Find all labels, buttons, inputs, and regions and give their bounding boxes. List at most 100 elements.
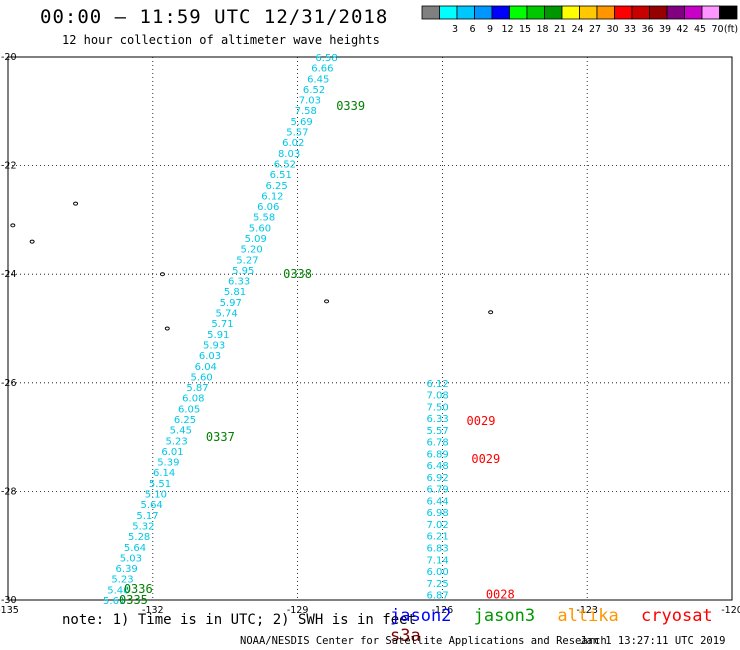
wave-height-value: 6.12 <box>426 379 448 390</box>
wave-height-value: 6.00 <box>426 567 448 578</box>
legend-label: 15 <box>519 24 531 35</box>
wave-height-value: 6.14 <box>153 468 175 479</box>
wave-height-value: 7.58 <box>295 106 317 117</box>
wave-height-value: 7.14 <box>426 555 448 566</box>
wave-height-value: 5.27 <box>236 255 258 266</box>
wave-height-value: 5.03 <box>120 553 142 564</box>
wave-height-value: 6.02 <box>282 138 304 149</box>
wave-height-value: 5.39 <box>157 458 179 469</box>
pass-time-label: 0337 <box>206 430 235 444</box>
wave-height-value: 5.20 <box>240 245 262 256</box>
wave-height-value: 6.25 <box>174 415 196 426</box>
legend-label: 24 <box>571 24 583 35</box>
map-frame <box>7 56 733 601</box>
wave-height-value: 6.51 <box>270 170 292 181</box>
wave-height-value: 6.79 <box>426 485 448 496</box>
wave-height-value: 6.25 <box>265 181 287 192</box>
units-note: note: 1) Time is in UTC; 2) SWH is in fe… <box>62 612 417 628</box>
lat-tick-label: -30 <box>1 595 17 606</box>
legend-label: 33 <box>624 24 636 35</box>
wave-height-value: 7.08 <box>426 391 448 402</box>
wave-height-value: 6.12 <box>261 191 283 202</box>
legend-label: 3 <box>452 24 458 35</box>
wave-height-value: 6.03 <box>199 351 221 362</box>
legend-label: 9 <box>487 24 493 35</box>
wave-height-value: 5.57 <box>286 128 308 139</box>
wave-height-value: 5.58 <box>253 213 275 224</box>
wave-height-value: 5.23 <box>111 575 133 586</box>
pass-time-label: 0029 <box>471 452 500 466</box>
wave-height-value: 5.97 <box>220 298 242 309</box>
wave-height-value: 5.64 <box>141 500 163 511</box>
legend-label: 6 <box>469 24 475 35</box>
map-subtitle: 12 hour collection of altimeter wave hei… <box>62 33 380 47</box>
map-title: 00:00 — 11:59 UTC 12/31/2018 <box>40 6 389 28</box>
legend-unit: (ft) <box>724 24 738 35</box>
wave-height-value: 5.74 <box>215 309 237 320</box>
wave-height-value: 5.17 <box>136 511 158 522</box>
wave-height-value: 5.93 <box>203 340 225 351</box>
satellite-legend: jason2 jason3 altika cryosat s3a <box>390 606 740 646</box>
wave-height-value: 6.44 <box>426 496 448 507</box>
wave-height-value: 7.25 <box>426 579 448 590</box>
satellite-s3a: s3a <box>390 626 421 646</box>
pass-time-label: 0336 <box>124 582 153 596</box>
pass-time-label: 0028 <box>486 588 515 602</box>
wave-height-value: 7.50 <box>426 402 448 413</box>
lat-tick-label: -26 <box>1 378 17 389</box>
legend-label: 36 <box>641 24 653 35</box>
wave-height-value: 5.57 <box>426 426 448 437</box>
island-outline <box>159 272 165 277</box>
wave-height-value: 5.60 <box>191 372 213 383</box>
wave-height-value: 5.10 <box>145 490 167 501</box>
wave-height-value: 6.48 <box>426 461 448 472</box>
lat-tick-label: -28 <box>1 486 17 497</box>
wave-height-value: 6.66 <box>311 64 333 75</box>
legend-label: 12 <box>501 24 513 35</box>
lon-tick-label: -129 <box>287 605 309 616</box>
island-outline <box>488 310 494 315</box>
wave-height-value: 5.46 <box>107 585 129 596</box>
legend-label: 18 <box>536 24 548 35</box>
wave-height-value: 5.51 <box>149 479 171 490</box>
lat-tick-label: -22 <box>1 161 17 172</box>
legend-swatch <box>719 5 738 20</box>
wave-height-value: 5.61 <box>103 596 125 607</box>
wave-height-value: 6.89 <box>426 449 448 460</box>
wave-height-value: 6.33 <box>426 414 448 425</box>
wave-height-value: 6.98 <box>426 508 448 519</box>
wave-height-value: 6.58 <box>315 53 337 64</box>
wave-height-value: 5.95 <box>232 266 254 277</box>
wave-height-value: 6.01 <box>161 447 183 458</box>
island-outline <box>10 223 16 228</box>
wave-height-value: 5.60 <box>249 223 271 234</box>
legend-label: 21 <box>554 24 566 35</box>
lon-tick-label: -132 <box>142 605 164 616</box>
wave-height-value: 6.05 <box>178 404 200 415</box>
wave-height-value: 6.06 <box>257 202 279 213</box>
wave-height-value: 5.23 <box>166 436 188 447</box>
generated-timestamp: Jan 1 13:27:11 UTC 2019 <box>580 635 726 647</box>
lon-tick-label: -135 <box>0 605 19 616</box>
color-legend: 3 6 9 12 15 18 21 24 27 30 33 36 39 42 45 70 (ft) <box>421 5 738 35</box>
legend-label: 70 <box>711 24 723 35</box>
wave-height-value: 6.52 <box>303 85 325 96</box>
wave-height-value: 6.92 <box>426 473 448 484</box>
pass-time-label: 0335 <box>119 593 148 607</box>
island-outline <box>164 326 170 331</box>
wave-height-value: 6.52 <box>274 159 296 170</box>
wave-height-value: 6.04 <box>195 362 217 373</box>
wave-height-value: 8.03 <box>278 149 300 160</box>
wave-height-value: 6.87 <box>426 591 448 602</box>
pass-time-label: 0338 <box>283 267 312 281</box>
lat-tick-label: -24 <box>1 269 17 280</box>
island-outline <box>73 201 79 206</box>
wave-height-value: 5.28 <box>128 532 150 543</box>
wave-height-value: 5.69 <box>290 117 312 128</box>
lon-tick-label: -126 <box>432 605 454 616</box>
wave-height-value: 6.21 <box>426 532 448 543</box>
legend-label: 45 <box>694 24 706 35</box>
satellite-jason2: jason2 <box>390 606 452 626</box>
satellite-altika: altika <box>557 606 619 626</box>
